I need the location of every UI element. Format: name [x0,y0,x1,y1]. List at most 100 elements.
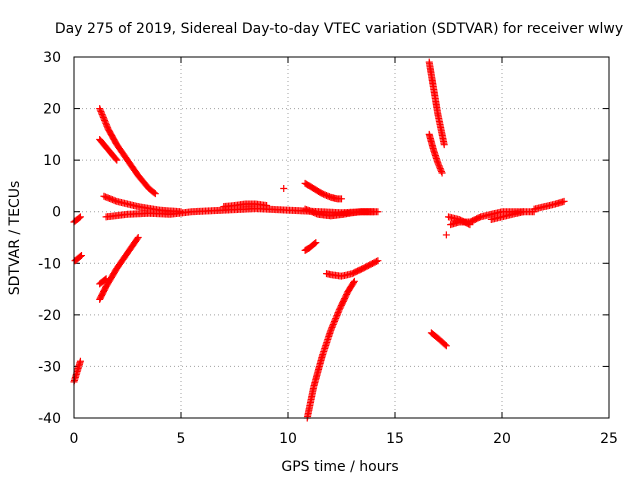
data-track [301,205,378,220]
data-point [330,317,338,325]
data-track [96,136,121,164]
data-point [437,168,445,176]
data-track [425,130,446,177]
data-point [101,118,109,126]
data-track [303,277,358,422]
x-tick-label: 0 [70,431,79,447]
data-point [332,313,340,321]
data-point [442,342,450,350]
x-axis-label: GPS time / hours [281,459,398,475]
data-point [338,195,345,203]
data-point [101,276,109,284]
data-track [220,200,271,211]
data-point [98,109,106,117]
x-tick-label: 25 [600,431,618,447]
data-track [442,231,450,239]
data-track [96,275,110,288]
data-track [445,213,474,229]
y-tick-label: 20 [43,102,61,118]
data-point [334,310,342,318]
data-point [327,325,335,333]
data-point [519,208,527,216]
x-tick-label: 20 [493,431,511,447]
x-tick-label: 10 [279,431,297,447]
data-point [434,160,442,168]
data-point [102,275,110,283]
data-point [102,119,110,127]
data-point [134,234,142,241]
data-point [328,323,336,331]
data-point [133,235,141,243]
y-axis-label: SDTVAR / TECUs [7,181,23,296]
y-tick-label: -30 [38,359,61,375]
data-point [100,115,108,123]
data-point [329,322,337,330]
data-point [99,113,107,121]
data-point [560,197,568,205]
data-point [312,239,320,247]
data-point [330,319,338,327]
data-point [76,252,84,260]
data-track [530,197,568,213]
data-point [437,166,445,174]
x-tick-label: 5 [177,431,186,447]
data-point [442,231,450,239]
data-point [350,277,358,285]
data-point [329,320,337,328]
data-point [99,112,107,120]
data-point [327,326,335,334]
grid [74,57,609,418]
x-tick-label: 15 [386,431,404,447]
data-point [150,189,158,197]
data-point [96,105,104,113]
data-track [323,257,382,280]
data-point [76,213,84,221]
data-point [438,169,446,177]
data-point [77,252,85,260]
data-point [102,121,110,129]
chart-title: Day 275 of 2019, Sidereal Day-to-day VTE… [55,21,623,37]
data-point [101,116,109,124]
tick-labels: 0 5 10 15 20 25 -40 -30 -20 -10 0 10 20 30 [38,50,618,447]
data-point [434,159,442,167]
data-point [113,156,121,164]
data-points [70,58,568,422]
data-point [76,357,84,365]
y-tick-label: -40 [38,411,61,427]
data-point [97,108,105,116]
data-point [96,106,104,114]
data-point [436,165,444,173]
data-track [301,239,320,254]
data-track [96,105,159,198]
y-tick-label: 0 [52,205,61,221]
data-track [487,208,527,223]
y-tick-label: 30 [43,50,61,66]
data-track [70,213,84,226]
data-point [370,208,378,216]
data-point [332,315,340,323]
data-point [98,110,106,118]
data-point [373,257,381,265]
data-point [103,122,111,130]
data-point [263,202,271,210]
data-track [70,357,84,386]
data-point [333,312,341,320]
data-point [350,279,358,287]
plot-frame [73,56,610,419]
data-point [374,257,382,265]
y-tick-label: 10 [43,153,61,169]
data-track [280,185,288,193]
y-tick-label: -10 [38,256,61,272]
data-track [425,58,448,149]
data-track [96,234,142,303]
data-point [466,221,474,229]
data-point [112,155,120,163]
data-point [75,214,83,222]
data-point [440,141,448,149]
data-point [436,163,444,171]
data-point [435,162,443,170]
data-point [151,190,159,198]
data-point [280,185,288,193]
